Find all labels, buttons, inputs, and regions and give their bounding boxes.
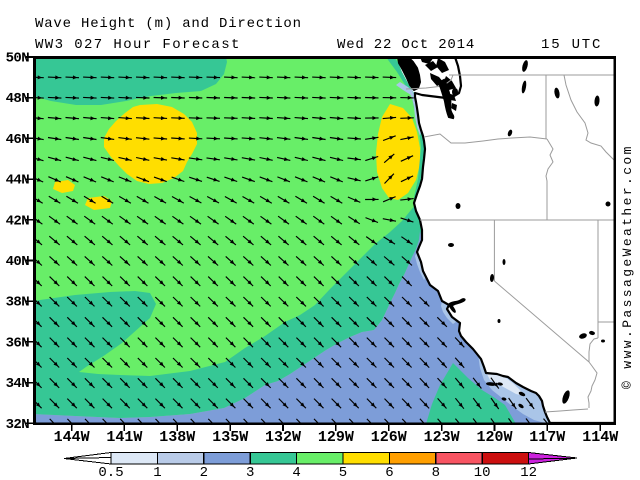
svg-text:1: 1 [153, 465, 161, 480]
svg-text:Wed 22 Oct 2014: Wed 22 Oct 2014 [337, 37, 475, 53]
svg-text:6: 6 [385, 465, 393, 480]
svg-text:0.5: 0.5 [98, 465, 123, 480]
svg-text:135W: 135W [212, 429, 248, 446]
svg-text:4: 4 [292, 465, 300, 480]
svg-text:44N: 44N [6, 173, 30, 189]
svg-text:10: 10 [474, 465, 491, 480]
svg-text:2: 2 [200, 465, 208, 480]
svg-text:© www.PassageWeather.com: © www.PassageWeather.com [620, 144, 635, 389]
svg-text:132W: 132W [265, 429, 301, 446]
svg-text:114W: 114W [582, 429, 618, 446]
svg-text:126W: 126W [371, 429, 407, 446]
svg-text:46N: 46N [6, 132, 30, 148]
svg-text:3: 3 [246, 465, 254, 480]
svg-text:129W: 129W [318, 429, 354, 446]
svg-text:WW3 027 Hour Forecast: WW3 027 Hour Forecast [35, 37, 241, 53]
svg-text:141W: 141W [106, 429, 142, 446]
svg-text:12: 12 [520, 465, 537, 480]
svg-text:50N: 50N [6, 51, 30, 67]
svg-text:Wave Height (m) and Direction: Wave Height (m) and Direction [35, 16, 302, 32]
svg-text:38N: 38N [6, 295, 30, 311]
svg-text:15 UTC: 15 UTC [541, 37, 602, 53]
svg-text:123W: 123W [424, 429, 460, 446]
svg-text:32N: 32N [6, 417, 30, 433]
svg-text:117W: 117W [529, 429, 565, 446]
svg-text:138W: 138W [159, 429, 195, 446]
svg-text:34N: 34N [6, 376, 30, 392]
svg-text:5: 5 [339, 465, 347, 480]
svg-text:42N: 42N [6, 213, 30, 229]
svg-text:120W: 120W [476, 429, 512, 446]
svg-text:144W: 144W [54, 429, 90, 446]
svg-text:40N: 40N [6, 254, 30, 270]
svg-text:8: 8 [432, 465, 440, 480]
svg-text:36N: 36N [6, 335, 30, 351]
svg-text:48N: 48N [6, 91, 30, 107]
